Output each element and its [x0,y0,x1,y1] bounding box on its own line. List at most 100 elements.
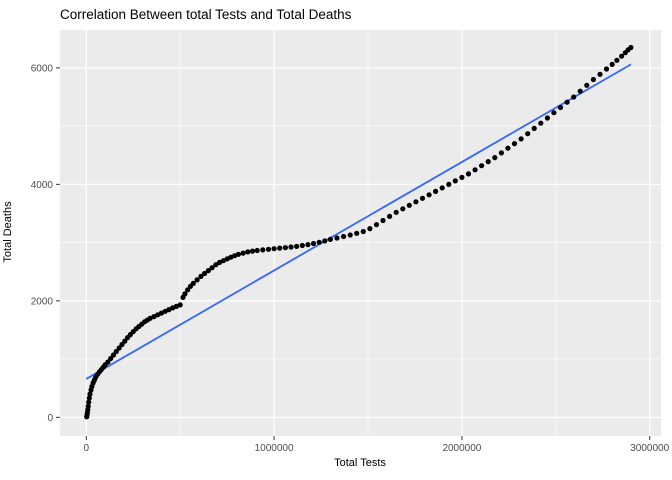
data-point [446,181,452,187]
data-point [479,163,485,169]
data-point [182,291,188,297]
data-point [185,287,191,293]
data-point [202,270,208,277]
data-point [277,245,283,251]
data-point [327,236,333,242]
data-point [360,228,366,235]
data-point [584,82,590,88]
data-point [518,136,524,142]
data-point [294,243,300,249]
data-point [400,206,406,212]
data-point [577,88,583,94]
data-point [439,185,445,191]
data-point [110,352,117,358]
x-axis-title: Total Tests [0,457,672,469]
data-point [498,150,504,156]
data-point [511,141,518,147]
y-tick-label: 0 [47,413,53,424]
data-point [492,155,498,161]
data-point [305,242,311,248]
x-axis-title-text: Total Tests [334,457,386,469]
plot-panel [60,30,661,436]
data-point [260,247,266,253]
data-point [531,125,537,131]
data-point [341,233,347,240]
chart-title: Correlation Between total Tests and Tota… [60,7,352,22]
data-point [245,249,251,255]
data-point [190,280,196,286]
data-point [194,277,200,283]
data-point [380,217,386,224]
data-point [426,192,432,198]
data-point [619,53,625,59]
x-tick-label: 2000000 [442,443,481,454]
data-point [472,167,478,173]
data-point [373,222,380,228]
data-point [235,251,241,257]
data-point [310,240,317,247]
data-point [525,131,531,137]
data-point [299,242,305,249]
data-point [393,209,399,215]
data-point [288,244,294,250]
data-point [347,232,353,238]
y-tick-label: 6000 [31,63,54,74]
data-point [544,115,551,121]
data-point [557,104,564,111]
data-point [505,145,511,151]
data-point [609,61,615,67]
y-axis-title: Total Deaths [2,201,14,263]
data-point [413,199,419,205]
data-point [538,120,544,126]
data-point [205,268,211,274]
data-point [459,174,465,180]
data-point [85,403,91,409]
data-point [614,57,620,63]
data-point [265,246,272,252]
data-point [105,359,111,365]
data-point [564,99,570,105]
data-point [113,348,119,355]
data-point [271,246,277,252]
data-point [254,247,260,254]
data-point [334,235,340,241]
data-point [316,239,322,245]
data-point [485,159,491,165]
data-point [354,230,360,236]
data-point [603,66,610,72]
data-point [209,265,215,271]
data-point [108,355,114,362]
y-tick-label: 4000 [31,180,54,191]
data-point [571,94,577,100]
data-point [249,248,256,254]
data-point [433,188,439,194]
data-point [387,213,393,219]
data-point [213,262,219,268]
data-point [590,76,597,83]
data-point [419,195,426,201]
data-point [322,238,328,244]
data-point [282,245,288,251]
data-point [116,345,122,351]
x-tick-label: 0 [84,443,90,454]
data-point [86,395,92,401]
data-point [86,399,92,405]
regression-line [85,63,632,380]
y-tick-label: 2000 [31,296,54,307]
data-point [597,71,603,77]
data-point [367,226,373,232]
data-point [87,391,93,397]
data-point [177,302,183,308]
data-point [406,202,412,208]
data-point [452,178,458,184]
data-point [240,250,246,256]
data-point [122,338,128,344]
x-tick-label: 3000000 [630,443,669,454]
data-point [198,273,204,279]
data-point [465,171,472,177]
x-tick-label: 1000000 [255,443,294,454]
data-point [551,110,557,116]
data-point [628,44,634,51]
